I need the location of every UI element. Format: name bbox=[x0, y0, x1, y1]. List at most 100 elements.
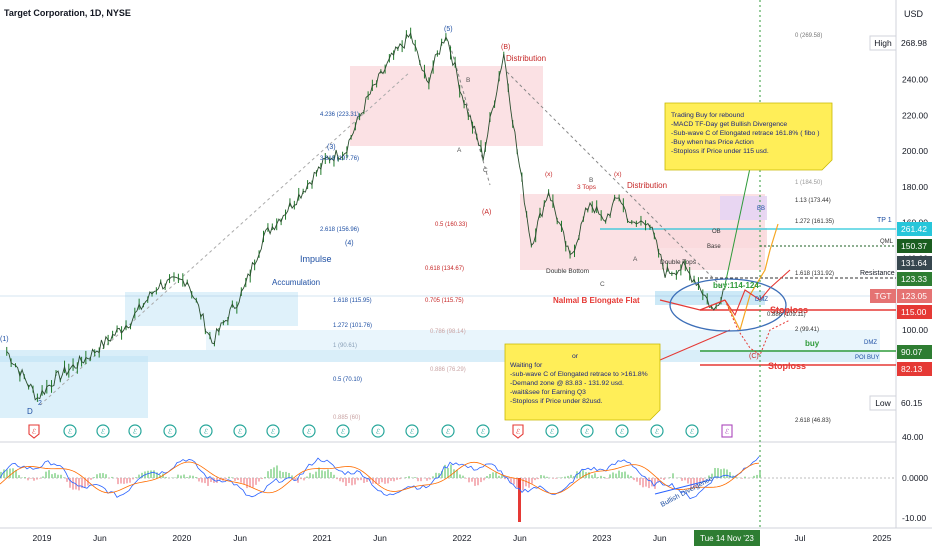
note-trading-buy-line: Trading Buy for rebound bbox=[671, 112, 744, 119]
macd-hist-bar bbox=[258, 478, 260, 482]
wave-label: (x) bbox=[614, 171, 622, 178]
macd-hist-bar bbox=[480, 478, 482, 483]
price-badge-value: 268.98 bbox=[901, 38, 927, 48]
earnings-icon bbox=[476, 424, 490, 438]
earnings-icon bbox=[199, 424, 213, 438]
macd-pane bbox=[0, 456, 896, 522]
macd-hist-bar bbox=[366, 478, 368, 482]
price-badge-label-bg bbox=[870, 289, 896, 303]
price-badge-label: Low bbox=[875, 398, 891, 408]
macd-hist-bar bbox=[123, 478, 125, 484]
projections bbox=[659, 167, 791, 361]
macd-hist-bar bbox=[456, 469, 458, 478]
note-trading-buy: Trading Buy for rebound -MACD TF-Day get … bbox=[664, 102, 833, 171]
earnings-icon-glyph: ℰ bbox=[481, 428, 485, 436]
zone-accumulation bbox=[125, 292, 298, 326]
macd-hist-bar bbox=[627, 474, 629, 478]
double-bottom-label: Double Bottom bbox=[546, 268, 589, 275]
macd-hist-bar bbox=[363, 478, 365, 483]
wave-label: A bbox=[457, 147, 462, 154]
macd-hist-bar bbox=[288, 472, 290, 478]
macd-hist-bar bbox=[720, 469, 722, 478]
macd-hist-bar bbox=[45, 471, 47, 478]
macd-hist-bar bbox=[468, 478, 470, 483]
macd-hist-bar bbox=[60, 474, 62, 478]
price-badge-value: 82.13 bbox=[901, 364, 923, 374]
earnings-icon-glyph: ℰ bbox=[238, 428, 242, 436]
macd-hist-bar bbox=[156, 472, 158, 478]
price-badge bbox=[897, 36, 932, 50]
macd-hist-bar bbox=[591, 475, 593, 478]
earnings-icon bbox=[163, 424, 177, 438]
macd-hist-bar bbox=[531, 478, 533, 484]
earnings-icon-glyph: ℰ bbox=[690, 428, 694, 436]
macd-hist-bar bbox=[261, 478, 263, 480]
macd-hist-bar bbox=[264, 476, 266, 478]
macd-hist-bar bbox=[54, 473, 56, 478]
macd-hist-bar bbox=[381, 478, 383, 483]
macd-hist-bar bbox=[183, 474, 185, 478]
macd-hist-bar bbox=[234, 478, 236, 481]
price-series[interactable] bbox=[6, 27, 724, 402]
macd-hist-bar bbox=[18, 475, 20, 478]
wave-label: D bbox=[27, 407, 33, 416]
macd-hist-bar bbox=[39, 478, 41, 479]
macd-hist-bar bbox=[723, 468, 725, 478]
fib-label: 0.618 (134.67) bbox=[425, 266, 464, 272]
macd-hist-bar bbox=[609, 474, 611, 478]
resistance-label: Resistance bbox=[860, 270, 895, 277]
macd-hist-bar bbox=[573, 476, 575, 478]
fib-label: 0.786 (98.14) bbox=[430, 329, 466, 335]
price-badge-label-bg bbox=[869, 395, 897, 411]
x-tick-label: Jun bbox=[93, 533, 107, 543]
price-badge bbox=[897, 305, 932, 319]
macd-hist-bar bbox=[582, 470, 584, 478]
macd-hist-bar bbox=[72, 478, 74, 490]
macd-hist-bar bbox=[333, 474, 335, 478]
macd-hist-bar bbox=[396, 478, 398, 480]
earnings-icon-glyph: ℰ bbox=[101, 428, 105, 436]
earnings-icon bbox=[128, 424, 142, 438]
macd-hist-bar bbox=[354, 478, 356, 485]
macd-hist-bar bbox=[378, 478, 380, 485]
fib-label: 1.618 (115.95) bbox=[333, 298, 372, 304]
zone-demand bbox=[0, 350, 880, 362]
macd-hist-bar bbox=[606, 478, 608, 479]
wave-abc-trend bbox=[449, 44, 491, 186]
macd-hist-bar bbox=[147, 470, 149, 478]
note-trading-buy-line: -Buy when has Price Action bbox=[671, 139, 754, 146]
macd-hist-bar bbox=[648, 478, 650, 489]
price-badge bbox=[897, 345, 932, 359]
accumulation-label: Accumulation bbox=[272, 278, 320, 287]
y-tick-label: 220.00 bbox=[902, 110, 928, 120]
note-pointer-top bbox=[724, 167, 751, 286]
fib-label: 0.5 (70.10) bbox=[333, 377, 362, 383]
upcoming-earnings-icon bbox=[721, 424, 733, 438]
earnings-icon bbox=[302, 424, 316, 438]
fib-label: 1.13 (173.44) bbox=[795, 198, 831, 204]
earnings-icon-glyph: ℰ bbox=[204, 428, 208, 436]
macd-hist-bar bbox=[273, 467, 275, 478]
macd-hist-bar bbox=[669, 477, 671, 478]
earnings-icon bbox=[96, 424, 110, 438]
flat-label: Nalmal B Elongate Flat bbox=[553, 296, 640, 305]
macd-hist-bar bbox=[33, 478, 35, 481]
macd-hist-bar bbox=[27, 478, 29, 481]
macd-hist-bar bbox=[474, 478, 476, 486]
macd-hist-bar bbox=[612, 472, 614, 478]
macd-hist-bar bbox=[348, 478, 350, 484]
x-tick-label: Jun bbox=[233, 533, 247, 543]
price-badge-value: 123.33 bbox=[901, 274, 927, 284]
macd-hist-bar bbox=[369, 478, 371, 481]
macd-hist-bar bbox=[564, 476, 566, 478]
earnings-icon-glyph: ℰ bbox=[133, 428, 137, 436]
macd-hist-bar bbox=[393, 478, 395, 482]
note-waiting: or Waiting for -sub-wave C of Elongated re… bbox=[504, 343, 661, 421]
dividend-icon bbox=[512, 424, 524, 439]
macd-hist-bar bbox=[597, 477, 599, 478]
macd-hist-bar bbox=[120, 478, 122, 484]
macd-hist-bar bbox=[342, 478, 344, 483]
wave-label: (A) bbox=[482, 209, 491, 216]
price-badge bbox=[897, 239, 932, 253]
